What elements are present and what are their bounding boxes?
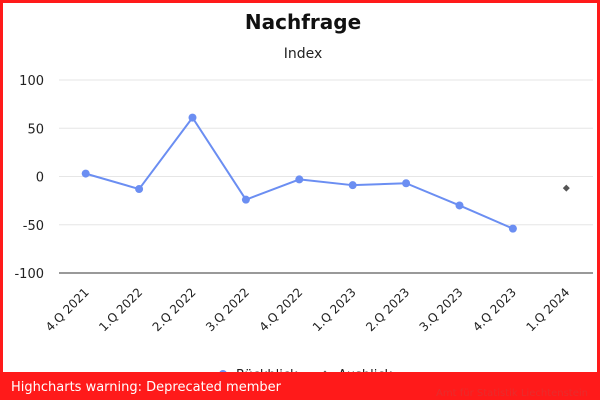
x-tick-label: 4.Q 2021 — [43, 285, 92, 334]
chart-subtitle: Index — [283, 46, 323, 62]
data-point[interactable] — [402, 179, 411, 188]
data-point[interactable] — [81, 169, 90, 178]
data-point[interactable] — [135, 185, 144, 194]
x-tick-label: 4.Q 2022 — [256, 285, 305, 334]
x-tick-label: 3.Q 2022 — [203, 285, 252, 334]
x-tick-label: 1.Q 2022 — [96, 285, 145, 334]
y-tick-label: 50 — [27, 122, 44, 137]
x-tick-label: 1.Q 2024 — [523, 285, 572, 334]
data-point[interactable] — [562, 184, 570, 192]
data-point[interactable] — [348, 181, 357, 190]
y-tick-label: -50 — [23, 219, 44, 234]
y-tick-label: 100 — [19, 74, 44, 89]
data-point[interactable] — [188, 113, 197, 122]
x-tick-label: 3.Q 2023 — [417, 285, 466, 334]
data-point[interactable] — [508, 224, 517, 233]
y-tick-label: 0 — [36, 171, 44, 186]
x-tick-label: 2.Q 2023 — [363, 285, 412, 334]
y-tick-label: -100 — [14, 267, 44, 282]
highcharts-warning: Highcharts warning: Deprecated member — [3, 372, 597, 397]
chart-title: Nachfrage — [244, 10, 362, 34]
data-point[interactable] — [241, 195, 250, 204]
data-point[interactable] — [295, 175, 304, 184]
x-tick-label: 4.Q 2023 — [470, 285, 519, 334]
series-line-0 — [85, 116, 514, 230]
x-tick-label: 1.Q 2023 — [310, 285, 359, 334]
data-point[interactable] — [455, 201, 464, 210]
credits[interactable]: Amt für Statistik Liechtenstein — [436, 388, 588, 399]
x-tick-label: 2.Q 2022 — [150, 285, 199, 334]
